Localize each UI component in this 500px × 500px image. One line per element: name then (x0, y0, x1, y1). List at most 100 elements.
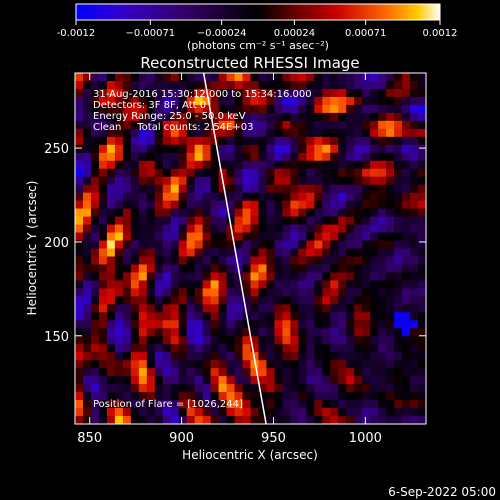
heatmap-cell (290, 312, 299, 321)
heatmap-cell (290, 144, 299, 154)
heatmap-cell (274, 264, 283, 273)
heatmap-cell (234, 152, 243, 162)
heatmap-cell (154, 408, 164, 417)
heatmap-cell (210, 384, 219, 393)
heatmap-cell (370, 368, 379, 377)
heatmap-cell (314, 416, 323, 424)
heatmap-cell (282, 368, 291, 377)
heatmap-cell (266, 304, 275, 313)
heatmap-cell (242, 192, 251, 202)
heatmap-cell (410, 272, 419, 281)
heatmap-cell (170, 96, 180, 106)
heatmap-cell (274, 128, 283, 138)
heatmap-cell (402, 80, 411, 90)
heatmap-cell (138, 384, 148, 393)
heatmap-cell (130, 336, 140, 345)
heatmap-cell (410, 176, 419, 186)
heatmap-cell (210, 288, 219, 297)
heatmap-cell (378, 80, 387, 90)
heatmap-cell (178, 368, 188, 377)
heatmap-cell (322, 216, 331, 225)
heatmap-cell (378, 232, 387, 241)
heatmap-cell (354, 96, 363, 106)
heatmap-cell (386, 360, 395, 369)
heatmap-cell (354, 80, 363, 90)
heatmap-cell (274, 104, 283, 114)
heatmap-cell (394, 248, 403, 257)
heatmap-cell (146, 288, 156, 297)
heatmap-cell (250, 416, 259, 424)
heatmap-cell (274, 416, 283, 424)
heatmap-cell (266, 336, 275, 345)
heatmap-cell (178, 264, 188, 273)
heatmap-cell (330, 328, 339, 337)
heatmap-cell (290, 296, 299, 305)
heatmap-cell (226, 312, 235, 321)
heatmap-cell (226, 232, 235, 241)
heatmap-cell (370, 128, 379, 138)
heatmap-cell (194, 128, 204, 138)
heatmap-cell (250, 184, 259, 194)
heatmap-cell (202, 392, 212, 401)
heatmap-cell (226, 176, 235, 186)
heatmap-cell (218, 320, 227, 329)
heatmap-cell (330, 360, 339, 369)
heatmap-cell (98, 240, 108, 249)
heatmap-cell (90, 232, 100, 241)
heatmap-cell (226, 288, 235, 297)
x-tick-label: 850 (77, 431, 102, 446)
heatmap-cell (194, 248, 204, 257)
heatmap-cell (218, 344, 227, 353)
heatmap-cell (394, 328, 403, 337)
heatmap-cell (394, 360, 403, 369)
heatmap-cell (298, 272, 307, 281)
heatmap-cell (226, 136, 235, 146)
heatmap-cell (346, 312, 355, 321)
heatmap-cell (298, 216, 307, 225)
heatmap-cell (274, 408, 283, 417)
heatmap-cell (418, 160, 426, 170)
heatmap-cell (138, 80, 148, 90)
heatmap-cell (90, 296, 100, 305)
heatmap-cell (98, 416, 108, 424)
heatmap-cell (250, 176, 259, 186)
heatmap-cell (330, 312, 339, 321)
heatmap-cell (146, 136, 156, 146)
heatmap-cell (266, 408, 275, 417)
heatmap-cell (242, 136, 251, 146)
heatmap-cell (194, 232, 204, 241)
colorbar-tick-label: −0.00024 (197, 28, 247, 39)
heatmap-cell (266, 312, 275, 321)
heatmap-cell (162, 128, 172, 138)
heatmap-cell (138, 280, 148, 289)
heatmap-cell (370, 224, 379, 233)
heatmap-cell (306, 208, 315, 217)
heatmap-cell (138, 408, 148, 417)
heatmap-cell (82, 328, 92, 337)
heatmap-cell (322, 264, 331, 273)
heatmap-cell (186, 392, 196, 401)
heatmap-cell (330, 272, 339, 281)
heatmap-cell (346, 328, 355, 337)
heatmap-cell (290, 272, 299, 281)
heatmap-cell (242, 376, 251, 385)
heatmap-cell (90, 104, 100, 114)
heatmap-cell (170, 368, 180, 377)
heatmap-cell (338, 176, 347, 186)
heatmap-cell (386, 152, 395, 162)
heatmap-cell (75, 248, 84, 257)
heatmap-cell (290, 200, 299, 210)
heatmap-cell (114, 128, 124, 138)
heatmap-cell (266, 224, 275, 233)
heatmap-cell (210, 336, 219, 345)
heatmap-cell (282, 200, 291, 210)
heatmap-cell (250, 272, 259, 281)
heatmap-cell (378, 104, 387, 114)
heatmap-cell (410, 408, 419, 417)
heatmap-cell (378, 88, 387, 98)
heatmap-cell (202, 176, 212, 186)
heatmap-cell (138, 152, 148, 162)
heatmap-cell (402, 264, 411, 273)
heatmap-cell (242, 73, 251, 82)
heatmap-cell (306, 368, 315, 377)
